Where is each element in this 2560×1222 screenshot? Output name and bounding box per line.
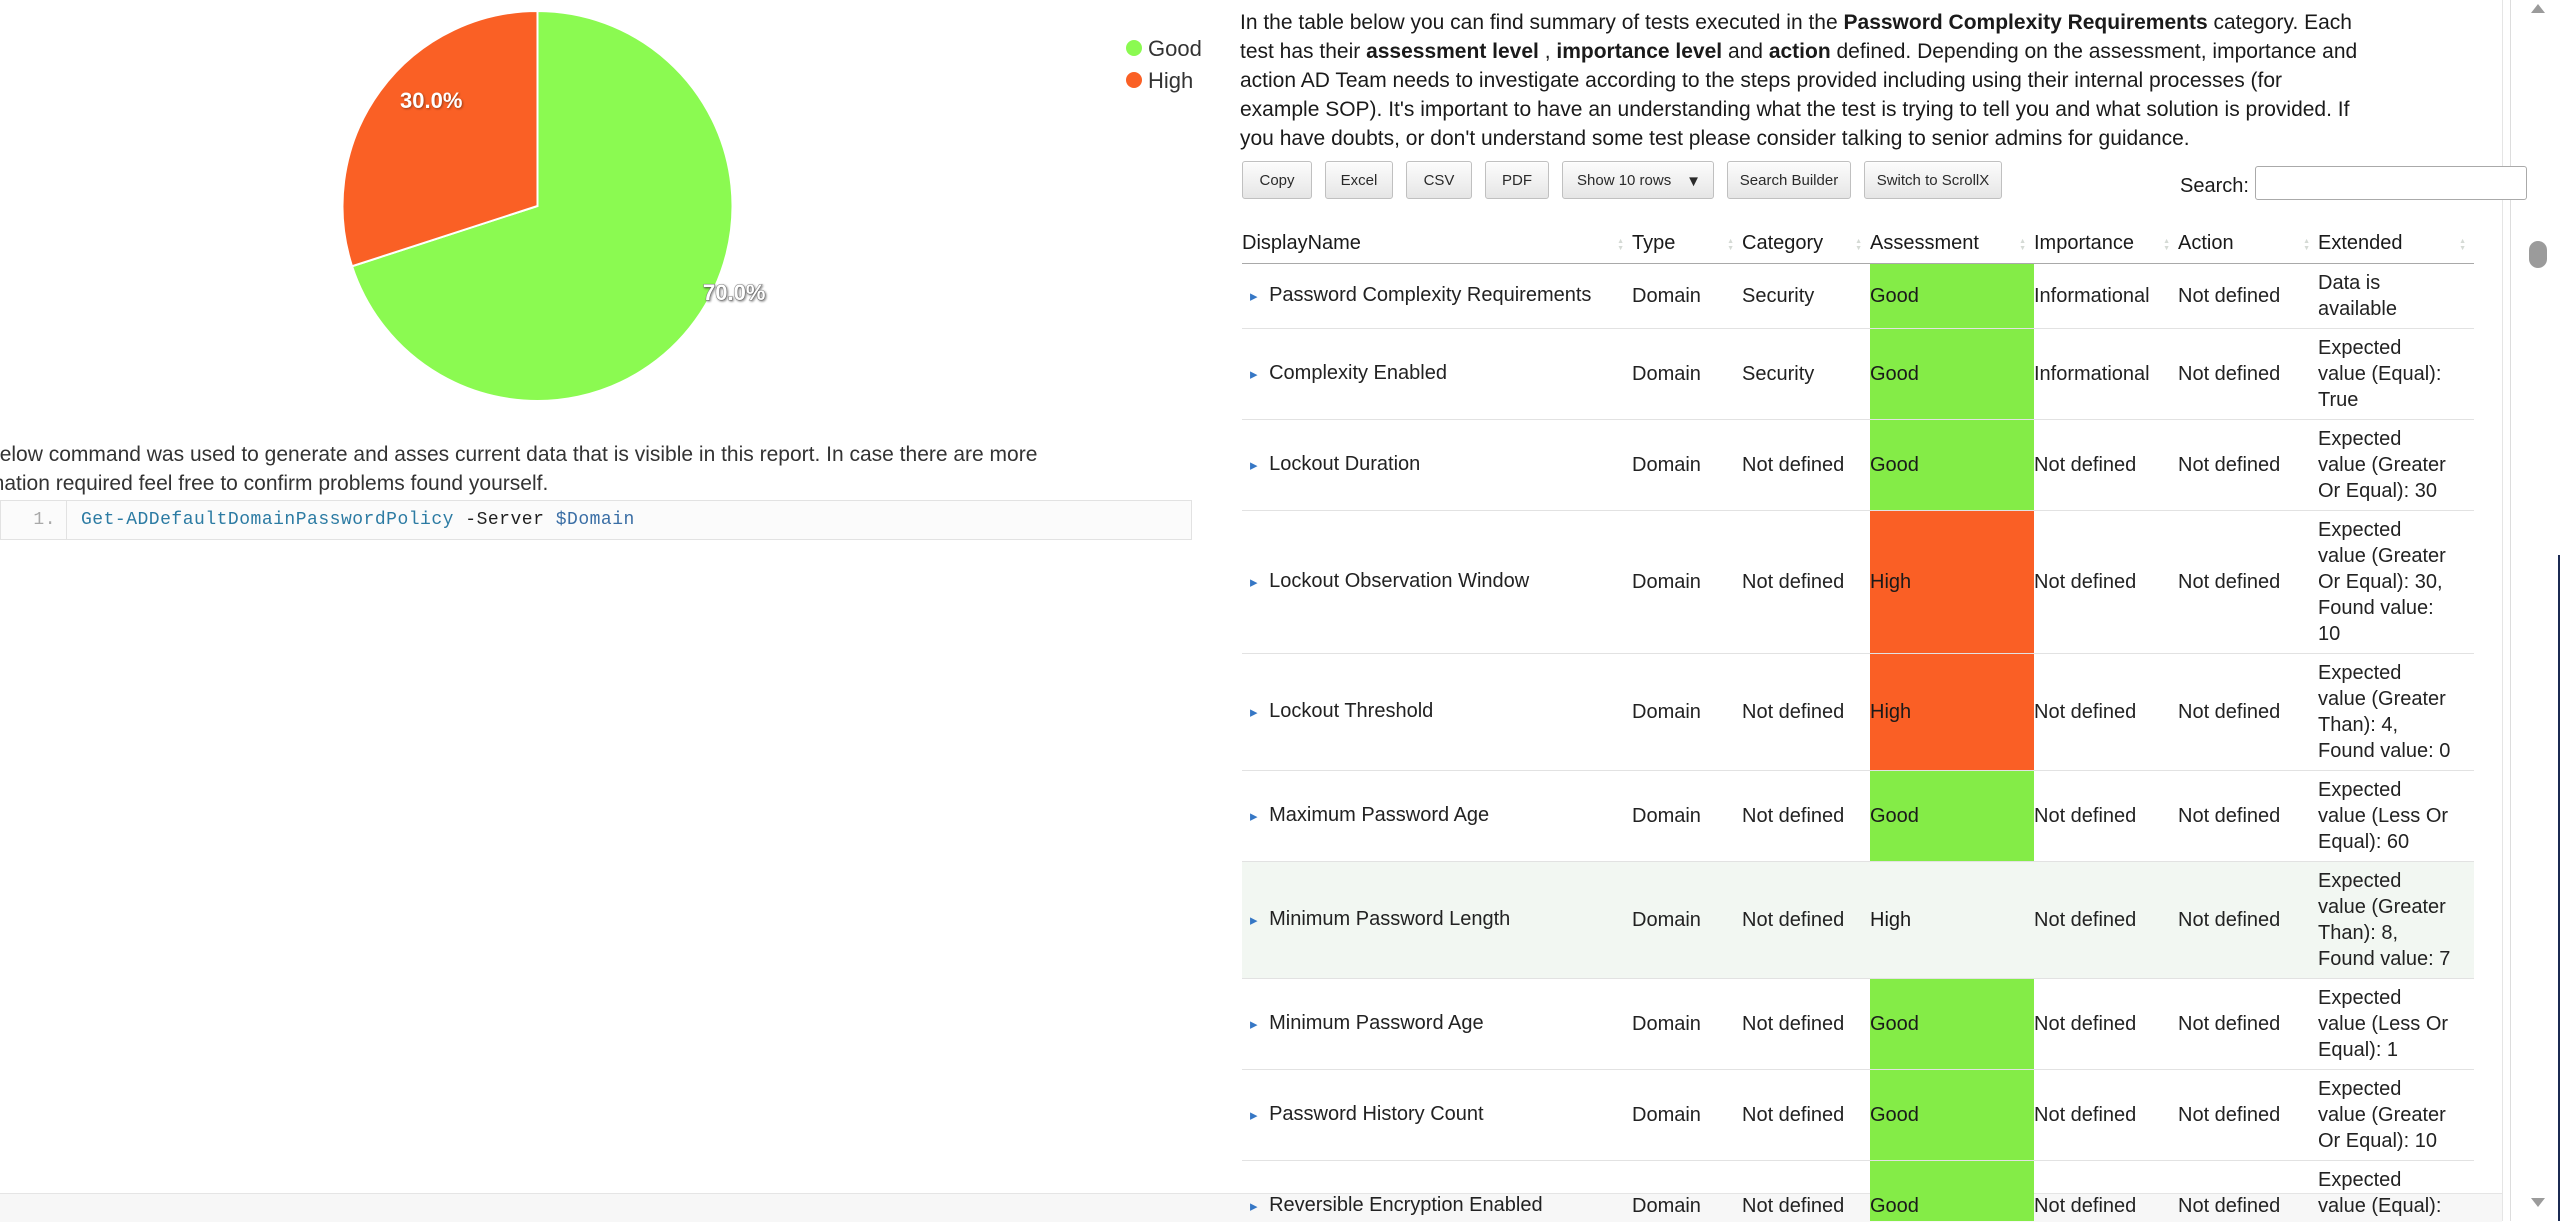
svg-text:High: High (1148, 68, 1193, 93)
svg-text:70.0%: 70.0% (703, 280, 765, 305)
svg-text:30.0%: 30.0% (400, 88, 462, 113)
svg-text:Good: Good (1148, 36, 1202, 61)
